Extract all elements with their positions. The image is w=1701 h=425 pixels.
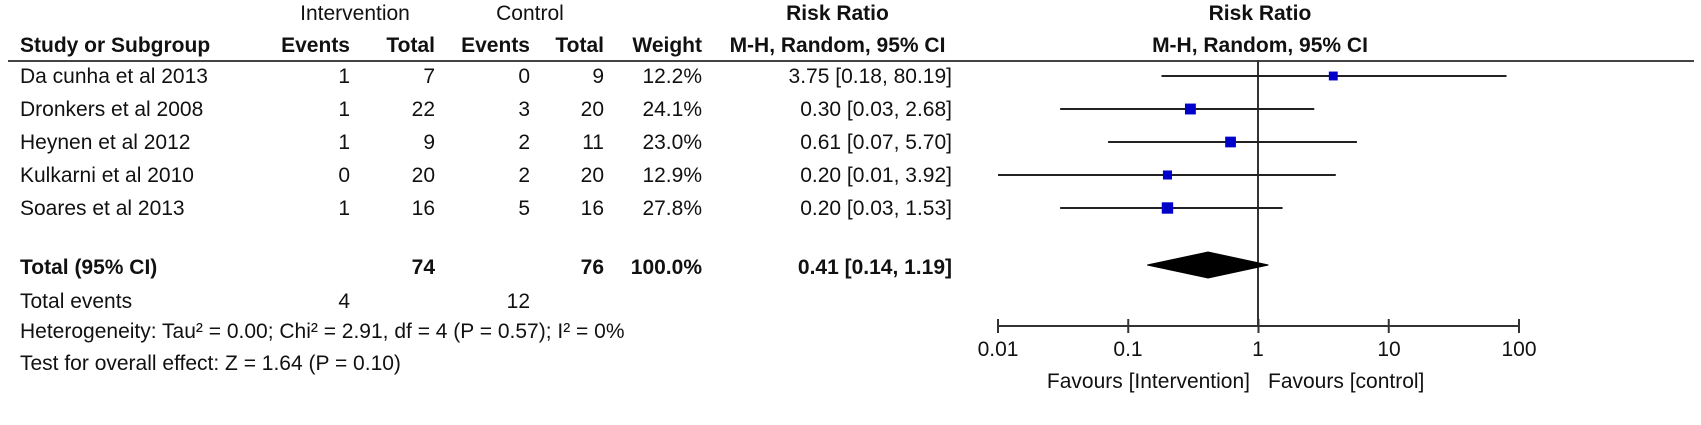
study-risk-ratio-ci: 0.30 [0.03, 2.68] bbox=[800, 98, 952, 121]
tick-label: 1 bbox=[1252, 338, 1264, 361]
study-events-control: 2 bbox=[518, 131, 530, 154]
pooled-diamond bbox=[1147, 251, 1269, 279]
header-method-left: M-H, Random, 95% CI bbox=[729, 34, 946, 57]
header-divider bbox=[8, 60, 1694, 62]
study-events-intervention: 1 bbox=[338, 98, 350, 121]
study-events-intervention: 0 bbox=[338, 164, 350, 187]
study-risk-ratio-ci: 0.20 [0.03, 1.53] bbox=[800, 197, 952, 220]
study-total-intervention: 20 bbox=[411, 164, 435, 187]
header-study-or-subgroup: Study or Subgroup bbox=[20, 34, 211, 57]
heterogeneity-text: Heterogeneity: Tau² = 0.00; Chi² = 2.91,… bbox=[20, 320, 625, 343]
header-control: Control bbox=[496, 2, 564, 25]
header-events-control: Events bbox=[461, 34, 530, 57]
header-method-right: M-H, Random, 95% CI bbox=[1152, 34, 1368, 57]
total-intervention: 74 bbox=[411, 256, 435, 279]
study-total-control: 20 bbox=[580, 98, 604, 121]
total-risk-ratio-ci: 0.41 [0.14, 1.19] bbox=[797, 256, 952, 279]
study-total-control: 20 bbox=[580, 164, 604, 187]
header-total-control: Total bbox=[555, 34, 604, 57]
header-events-intervention: Events bbox=[281, 34, 350, 57]
study-weight: 23.0% bbox=[642, 131, 702, 154]
point-estimate bbox=[1184, 103, 1196, 115]
header-total-intervention: Total bbox=[386, 34, 435, 57]
study-name: Soares et al 2013 bbox=[20, 197, 185, 220]
tick-label: 0.1 bbox=[1113, 338, 1142, 361]
favours-control-label: Favours [control] bbox=[1268, 370, 1424, 393]
study-name: Da cunha et al 2013 bbox=[20, 65, 208, 88]
study-weight: 12.9% bbox=[642, 164, 702, 187]
tick-label: 0.01 bbox=[978, 338, 1019, 361]
point-estimate bbox=[1225, 136, 1236, 148]
overall-effect-text: Test for overall effect: Z = 1.64 (P = 0… bbox=[20, 352, 401, 375]
study-name: Heynen et al 2012 bbox=[20, 131, 191, 154]
total-events-label: Total events bbox=[20, 290, 133, 313]
header-risk-ratio-right: Risk Ratio bbox=[1208, 2, 1312, 25]
study-total-control: 9 bbox=[592, 65, 604, 88]
study-risk-ratio-ci: 0.20 [0.01, 3.92] bbox=[800, 164, 952, 187]
total-label: Total (95% CI) bbox=[20, 256, 158, 279]
study-total-control: 16 bbox=[580, 197, 604, 220]
study-events-control: 2 bbox=[518, 164, 530, 187]
header-risk-ratio-left: Risk Ratio bbox=[786, 2, 889, 25]
study-events-control: 3 bbox=[518, 98, 530, 121]
study-events-control: 0 bbox=[518, 65, 530, 88]
study-total-intervention: 22 bbox=[411, 98, 435, 121]
total-events-intervention: 4 bbox=[338, 290, 350, 313]
study-risk-ratio-ci: 0.61 [0.07, 5.70] bbox=[800, 131, 952, 154]
point-estimate bbox=[1161, 202, 1174, 214]
study-risk-ratio-ci: 3.75 [0.18, 80.19] bbox=[788, 65, 952, 88]
study-weight: 12.2% bbox=[642, 65, 702, 88]
study-events-intervention: 1 bbox=[338, 131, 350, 154]
study-weight: 24.1% bbox=[642, 98, 702, 121]
study-total-control: 11 bbox=[582, 131, 604, 154]
study-events-intervention: 1 bbox=[338, 197, 350, 220]
total-weight: 100.0% bbox=[630, 256, 702, 279]
study-name: Kulkarni et al 2010 bbox=[20, 164, 194, 187]
study-events-control: 5 bbox=[518, 197, 530, 220]
total-control: 76 bbox=[580, 256, 604, 279]
study-name: Dronkers et al 2008 bbox=[20, 98, 204, 121]
study-total-intervention: 16 bbox=[411, 197, 435, 220]
study-weight: 27.8% bbox=[642, 197, 702, 220]
study-total-intervention: 9 bbox=[423, 131, 435, 154]
tick-label: 10 bbox=[1377, 338, 1400, 361]
point-estimate bbox=[1328, 71, 1338, 81]
total-events-control: 12 bbox=[506, 290, 530, 313]
header-intervention: Intervention bbox=[300, 2, 410, 25]
study-total-intervention: 7 bbox=[423, 65, 435, 88]
study-events-intervention: 1 bbox=[338, 65, 350, 88]
tick-label: 100 bbox=[1501, 338, 1536, 361]
point-estimate bbox=[1162, 170, 1172, 180]
favours-intervention-label: Favours [Intervention] bbox=[1047, 370, 1250, 393]
header-weight: Weight bbox=[632, 34, 702, 57]
